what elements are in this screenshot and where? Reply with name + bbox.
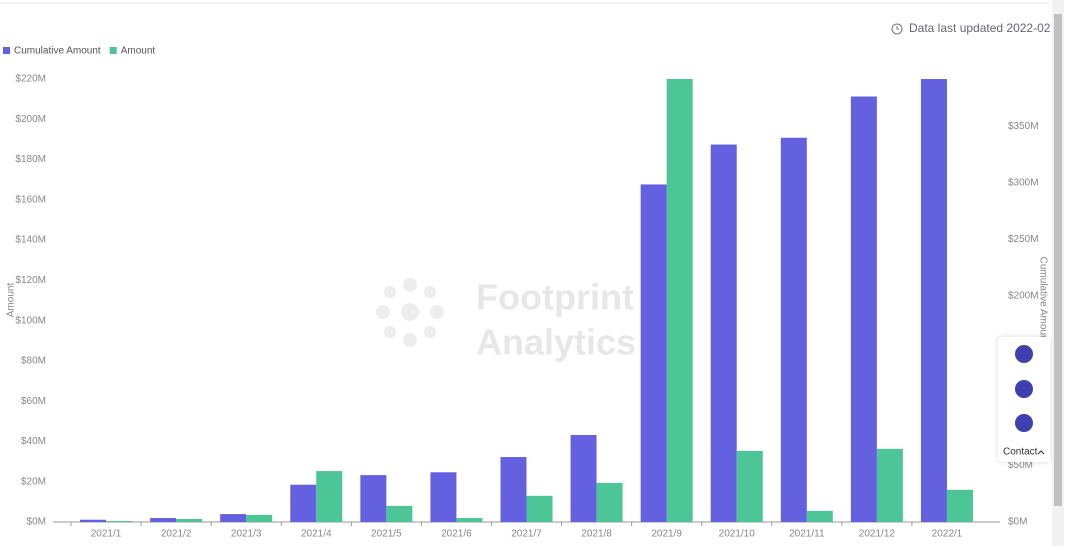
discord-icon[interactable] — [1015, 345, 1033, 363]
y-tick-label: $140M — [15, 235, 46, 246]
y-tick-label: $20M — [21, 476, 46, 487]
bar — [666, 79, 693, 522]
contact-widget: Contact — [998, 337, 1050, 462]
bar — [500, 457, 527, 522]
x-tick-label: 2021/1 — [91, 529, 122, 540]
bar — [360, 475, 387, 522]
y2-axis-title: Cumulative Amount — [1037, 257, 1048, 344]
bar — [290, 484, 317, 522]
y-tick-label: $120M — [15, 275, 46, 286]
watermark-logo — [376, 278, 444, 347]
bar — [220, 514, 247, 522]
bar — [386, 505, 413, 522]
x-tick-label: 2021/3 — [231, 529, 262, 540]
legend-swatch — [3, 47, 10, 54]
bar — [176, 518, 203, 522]
bar — [946, 489, 973, 522]
x-tick-label: 2021/5 — [371, 529, 402, 540]
chart: Data last updated 2022-02-06 Footprint A… — [0, 2, 1068, 540]
bar — [780, 137, 807, 522]
x-tick-label: 2021/7 — [511, 529, 542, 540]
scroll-thumb[interactable] — [1054, 14, 1062, 506]
bar — [640, 184, 667, 522]
bar — [150, 518, 177, 522]
legend-label: Cumulative Amount — [14, 46, 101, 57]
scrollbar[interactable] — [1052, 0, 1064, 546]
y2-tick-label: $250M — [1008, 234, 1039, 245]
twitter-icon[interactable] — [1015, 414, 1033, 432]
x-tick-label: 2021/12 — [859, 529, 896, 540]
contact-label[interactable]: Contact — [1003, 447, 1038, 458]
bar — [570, 434, 597, 522]
x-tick-label: 2022/1 — [932, 529, 963, 540]
x-tick-label: 2021/2 — [161, 529, 192, 540]
y2-tick-label: $50M — [1008, 460, 1033, 471]
x-tick-label: 2021/8 — [581, 529, 612, 540]
bar — [316, 471, 343, 522]
bar — [246, 514, 273, 522]
bar — [850, 96, 877, 523]
bar — [430, 472, 457, 522]
y-tick-label: $180M — [15, 154, 46, 165]
bar — [806, 510, 833, 522]
y-tick-label: $80M — [21, 356, 46, 367]
y-tick-label: $60M — [21, 396, 46, 407]
chevron — [1037, 450, 1045, 455]
legend-swatch — [109, 47, 117, 54]
telegram-icon[interactable] — [1015, 380, 1033, 398]
y-axis-title: Amount — [6, 283, 17, 318]
bar — [710, 144, 737, 523]
y-tick-label: $220M — [15, 74, 46, 85]
watermark: Footprint — [476, 277, 634, 318]
y2-tick-label: $300M — [1008, 178, 1039, 189]
watermark: Analytics — [476, 322, 636, 363]
bar — [526, 495, 553, 522]
x-tick-label: 2021/10 — [719, 529, 756, 540]
x-tick-label: 2021/6 — [441, 529, 472, 540]
bar — [876, 448, 903, 522]
y-tick-label: $0M — [27, 517, 46, 528]
bar — [456, 517, 483, 522]
x-tick-label: 2021/11 — [789, 529, 825, 540]
y2-tick-label: $0M — [1008, 517, 1027, 528]
bar — [80, 519, 107, 522]
contact-icons: Contact — [1003, 345, 1045, 458]
bar — [596, 482, 623, 522]
y-tick-label: $200M — [15, 114, 46, 125]
y-tick-label: $40M — [21, 436, 46, 447]
y-tick-label: $160M — [15, 194, 46, 205]
legend-label: Amount — [121, 46, 156, 57]
bar — [106, 520, 133, 522]
clock-hand — [896, 26, 899, 30]
y-tick-label: $100M — [15, 315, 46, 326]
updated-label: Data last updated 2022-02-06 — [909, 21, 1050, 35]
bar — [920, 79, 947, 522]
x-tick-label: 2021/9 — [651, 529, 682, 540]
bar — [736, 450, 763, 522]
clock-icon — [891, 23, 903, 35]
x-tick-label: 2021/4 — [301, 529, 332, 540]
y2-tick-label: $350M — [1008, 121, 1039, 132]
y2-tick-label: $200M — [1008, 291, 1039, 302]
